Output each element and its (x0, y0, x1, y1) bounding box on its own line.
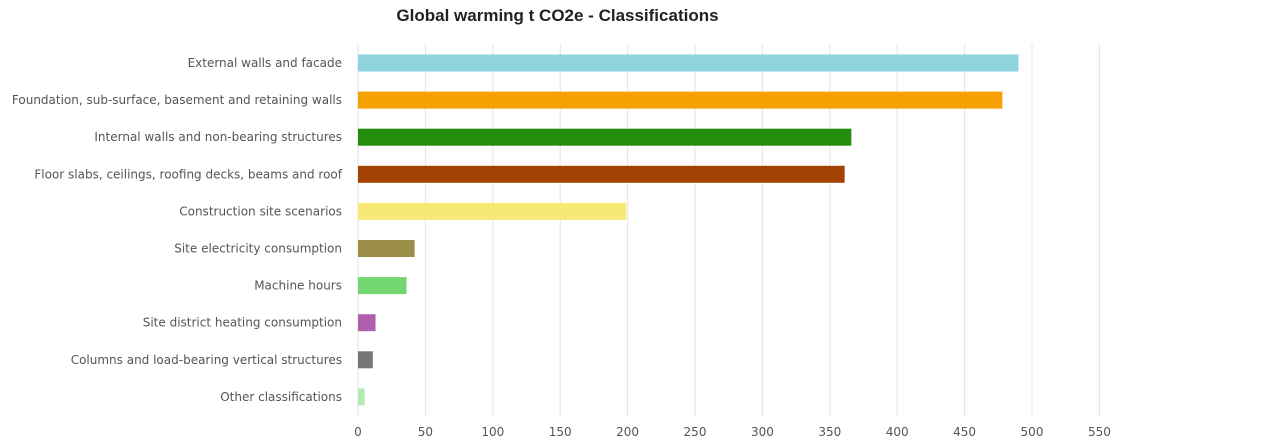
bars (358, 54, 1019, 406)
bar[interactable] (358, 54, 1019, 72)
x-tick-label: 150 (549, 425, 572, 439)
x-tick-label: 400 (886, 425, 909, 439)
category-label: Columns and load-bearing vertical struct… (71, 353, 342, 367)
bar[interactable] (358, 128, 852, 146)
category-label: Internal walls and non-bearing structure… (94, 130, 342, 144)
chart-title: Global warming t CO2e - Classifications (396, 6, 719, 25)
category-label: Site electricity consumption (174, 242, 342, 256)
x-tick-label: 50 (418, 425, 433, 439)
x-tick-label: 0 (354, 425, 362, 439)
bar[interactable] (358, 91, 1003, 109)
x-tick-label: 300 (751, 425, 774, 439)
category-label: Other classifications (220, 390, 342, 404)
category-label: Floor slabs, ceilings, roofing decks, be… (34, 167, 342, 181)
category-label: Construction site scenarios (179, 204, 342, 218)
x-tick-label: 500 (1021, 425, 1044, 439)
category-label: Machine hours (254, 279, 342, 293)
x-tick-label: 100 (481, 425, 504, 439)
gridlines (357, 44, 1100, 416)
category-labels: External walls and facade Foundation, sub… (12, 56, 343, 404)
bar[interactable] (358, 314, 376, 332)
x-tick-label: 250 (684, 425, 707, 439)
x-tick-labels: 0 50 100 150 200 250 300 350 400 450 500 550 (354, 425, 1111, 439)
x-tick-label: 450 (953, 425, 976, 439)
category-label: Site district heating consumption (143, 316, 342, 330)
bar[interactable] (358, 388, 365, 406)
bar[interactable] (358, 277, 407, 295)
category-label: Foundation, sub-surface, basement and re… (12, 93, 342, 107)
x-tick-label: 350 (818, 425, 841, 439)
x-tick-label: 200 (616, 425, 639, 439)
bar[interactable] (358, 240, 415, 257)
bar[interactable] (358, 165, 845, 183)
bar[interactable] (358, 202, 627, 220)
category-label: External walls and facade (188, 56, 342, 70)
x-tick-label: 550 (1088, 425, 1111, 439)
bar[interactable] (358, 351, 373, 369)
